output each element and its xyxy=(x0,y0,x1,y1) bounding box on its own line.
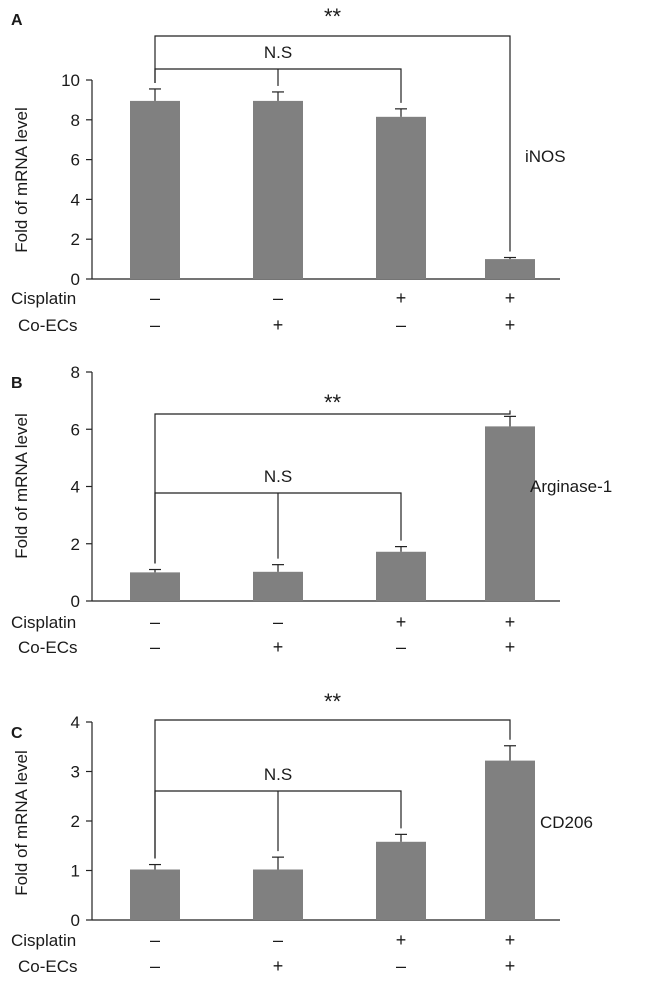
bar xyxy=(130,572,180,601)
treatment-mark: – xyxy=(273,288,283,308)
significance-label: ** xyxy=(324,390,342,415)
treatment-mark: + xyxy=(505,930,516,950)
treatment-mark: – xyxy=(150,637,160,657)
bar xyxy=(253,571,303,601)
significance-bracket xyxy=(154,719,511,859)
treatment-mark: + xyxy=(396,930,407,950)
treatment-mark: – xyxy=(273,930,283,950)
y-tick-label: 1 xyxy=(71,862,80,881)
bar xyxy=(376,551,426,601)
y-tick-label: 4 xyxy=(71,713,80,732)
treatment-mark: + xyxy=(273,315,284,335)
y-tick-label: 3 xyxy=(71,763,80,782)
significance-bracket xyxy=(154,410,511,564)
y-tick-label: 2 xyxy=(71,535,80,554)
chart-panel-c: C 0 1 2 3 4 Fold of mRNA level CD206 ** N.S Cispla… xyxy=(11,689,593,976)
y-tick-label: 0 xyxy=(71,592,80,611)
y-tick-label: 6 xyxy=(71,151,80,170)
bar xyxy=(376,841,426,920)
treatment-mark: – xyxy=(150,956,160,976)
treatment-mark: – xyxy=(150,288,160,308)
panel-label: C xyxy=(11,725,23,742)
treatment-mark: – xyxy=(150,315,160,335)
gene-label: iNOS xyxy=(525,147,566,166)
treatment-mark: + xyxy=(505,315,516,335)
y-tick-label: 2 xyxy=(71,812,80,831)
y-tick-label: 4 xyxy=(71,478,80,497)
y-tick-label: 8 xyxy=(71,363,80,382)
treatment-mark: – xyxy=(396,956,406,976)
y-tick-label: 0 xyxy=(71,911,80,930)
y-tick-label: 4 xyxy=(71,190,80,209)
treatment-row-label: Co-ECs xyxy=(18,957,78,976)
y-tick-label: 0 xyxy=(71,270,80,289)
y-tick-label: 10 xyxy=(61,71,80,90)
treatment-mark: + xyxy=(396,612,407,632)
y-axis-label: Fold of mRNA level xyxy=(12,107,31,253)
bar xyxy=(376,116,426,279)
treatment-mark: – xyxy=(396,315,406,335)
bar xyxy=(485,259,535,279)
gene-label: CD206 xyxy=(540,813,593,832)
significance-label: N.S xyxy=(264,765,292,784)
treatment-row-label: Cisplatin xyxy=(11,931,76,950)
treatment-mark: + xyxy=(273,956,284,976)
panel-label: B xyxy=(11,375,23,392)
panel-label: A xyxy=(11,12,23,29)
treatment-row-label: Cisplatin xyxy=(11,613,76,632)
gene-label: Arginase-1 xyxy=(530,477,612,496)
bar xyxy=(130,869,180,920)
treatment-mark: + xyxy=(273,637,284,657)
significance-label: ** xyxy=(324,689,342,714)
y-tick-label: 8 xyxy=(71,111,80,130)
treatment-mark: – xyxy=(396,637,406,657)
treatment-mark: – xyxy=(150,930,160,950)
treatment-mark: – xyxy=(273,612,283,632)
treatment-mark: – xyxy=(150,612,160,632)
bar xyxy=(485,760,535,920)
treatment-mark: + xyxy=(505,956,516,976)
y-axis-label: Fold of mRNA level xyxy=(12,750,31,896)
significance-bracket xyxy=(154,35,511,252)
significance-label: N.S xyxy=(264,43,292,62)
treatment-row-label: Co-ECs xyxy=(18,638,78,657)
significance-label: N.S xyxy=(264,467,292,486)
bar xyxy=(253,100,303,280)
treatment-row-label: Cisplatin xyxy=(11,289,76,308)
treatment-mark: + xyxy=(505,612,516,632)
chart-panel-a: A 0 2 4 6 8 10 Fold of mRNA level iNOS ** N.S Cispl… xyxy=(11,4,566,335)
y-tick-label: 6 xyxy=(71,420,80,439)
significance-label: ** xyxy=(324,4,342,29)
bar xyxy=(130,100,180,280)
treatment-mark: + xyxy=(505,288,516,308)
y-axis-label: Fold of mRNA level xyxy=(12,413,31,559)
treatment-mark: + xyxy=(505,637,516,657)
bar xyxy=(253,869,303,920)
treatment-row-label: Co-ECs xyxy=(18,316,78,335)
chart-panel-b: B 0 2 4 6 8 Fold of mRNA level Arginase-1 ** N.S C… xyxy=(11,363,612,657)
bar xyxy=(485,426,535,601)
treatment-mark: + xyxy=(396,288,407,308)
y-tick-label: 2 xyxy=(71,230,80,249)
